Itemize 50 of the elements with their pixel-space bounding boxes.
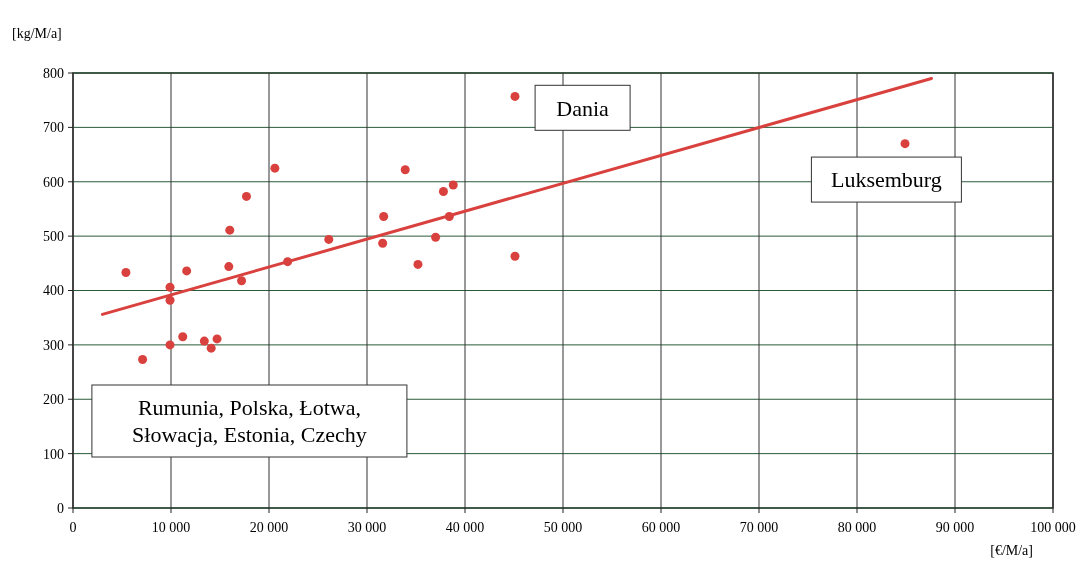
point (206, 343, 216, 353)
point (237, 276, 247, 286)
annotation: Luksemburg (830, 167, 942, 193)
point (270, 163, 280, 173)
point (138, 355, 148, 365)
x-axis-title: [€/M/a] (990, 543, 1033, 558)
point (431, 232, 441, 242)
point (413, 259, 423, 269)
y-tick-label: 700 (43, 120, 64, 136)
point (178, 332, 188, 342)
y-tick-label: 800 (43, 65, 64, 81)
y-tick-label: 400 (43, 283, 64, 299)
annotation: Rumunia, Polska, Łotwa, Słowacja, Estonia, Czechy (132, 395, 367, 448)
y-tick-label: 600 (43, 174, 64, 190)
y-tick-label: 300 (43, 337, 64, 353)
point (121, 268, 131, 278)
y-tick-label: 500 (43, 229, 64, 245)
x-tick-label: 0 (69, 520, 77, 535)
x-tick-label: 100 000 (1030, 520, 1076, 535)
point (378, 238, 388, 248)
x-tick-label: 90 000 (935, 520, 975, 535)
x-tick-label: 30 000 (347, 520, 387, 535)
point (379, 212, 389, 222)
point (199, 336, 209, 346)
point (438, 187, 448, 197)
point (165, 340, 175, 350)
point (182, 266, 192, 276)
x-tick-label: 10 000 (151, 520, 191, 535)
x-tick-label: 70 000 (739, 520, 779, 535)
y-tick-label: 200 (43, 392, 64, 408)
y-axis-title: [kg/M/a] (12, 26, 62, 41)
annotation: Dania (556, 95, 610, 121)
point (165, 282, 175, 292)
point (400, 165, 410, 175)
y-tick-label: 0 (57, 500, 64, 516)
x-tick-label: 40 000 (445, 520, 485, 535)
x-tick-label: 20 000 (249, 520, 289, 535)
point (241, 191, 251, 201)
point (900, 139, 910, 149)
point (225, 225, 235, 235)
x-tick-label: 80 000 (837, 520, 877, 535)
point (224, 262, 234, 272)
point (510, 91, 520, 101)
x-tick-label: 50 000 (543, 520, 583, 535)
x-tick-label: 60 000 (641, 520, 681, 535)
point (212, 334, 222, 344)
point (448, 180, 458, 190)
y-tick-label: 100 (43, 446, 64, 462)
point (510, 251, 520, 261)
point (324, 234, 334, 244)
